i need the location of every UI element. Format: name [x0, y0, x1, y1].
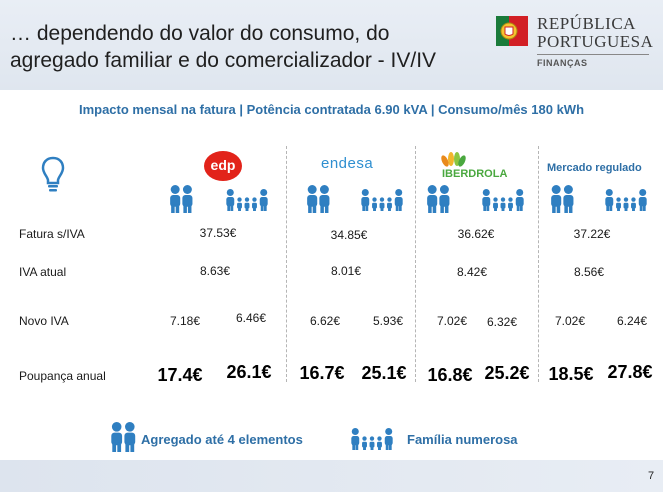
large-family-icon	[225, 189, 269, 216]
large-family-icon	[360, 189, 404, 216]
logo-line-2: PORTUGUESA	[537, 32, 654, 51]
row-label-poupanca: Poupança anual	[19, 369, 106, 383]
iberdrola-logo-text: IBERDROLA	[442, 168, 508, 180]
logo-divider	[537, 54, 649, 55]
page-title: … dependendo do valor do consumo, do agr…	[10, 20, 480, 74]
column-separator	[415, 146, 416, 382]
small-family-icon	[168, 185, 195, 218]
lightbulb-icon	[41, 156, 65, 192]
iberdrola-poupanca-small: 16.8€	[427, 365, 473, 385]
header-band	[0, 0, 663, 90]
coat-of-arms-icon	[496, 16, 528, 46]
regulado-poupanca-large: 27.8€	[607, 362, 653, 382]
legend-large-family-label: Família numerosa	[407, 432, 518, 447]
logo-line-3: FINANÇAS	[537, 58, 588, 68]
row-label-iva-atual: IVA atual	[19, 265, 67, 279]
small-family-icon	[549, 185, 576, 218]
title-line-1: … dependendo do valor do consumo, do	[10, 22, 390, 45]
edp-iva-atual: 8.63€	[199, 264, 231, 278]
edp-novo-iva-large: 6.46€	[235, 311, 267, 325]
large-family-icon	[604, 189, 648, 216]
endesa-poupanca-large: 25.1€	[361, 363, 407, 383]
mercado-regulado-label: Mercado regulado	[547, 162, 642, 174]
small-family-icon	[305, 185, 332, 218]
edp-logo-shape	[204, 151, 242, 181]
page-number: 7	[648, 470, 655, 482]
row-label-novo-iva: Novo IVA	[19, 314, 69, 328]
regulado-novo-iva-large: 6.24€	[616, 314, 648, 328]
column-separator	[538, 146, 539, 382]
edp-fatura: 37.53€	[199, 226, 237, 240]
iberdrola-novo-iva-large: 6.32€	[486, 315, 518, 329]
row-label-fatura: Fatura s/IVA	[19, 227, 85, 241]
edp-poupanca-small: 17.4€	[157, 365, 203, 385]
regulado-fatura: 37.22€	[573, 227, 611, 241]
legend-large-family-icon	[350, 428, 394, 455]
iberdrola-fatura: 36.62€	[457, 227, 495, 241]
iberdrola-leaf-icon	[441, 152, 466, 167]
iberdrola-iva-atual: 8.42€	[456, 265, 488, 279]
iberdrola-poupanca-large: 25.2€	[484, 363, 530, 383]
large-family-icon	[481, 189, 525, 216]
small-family-icon	[425, 185, 452, 218]
legend-small-family-label: Agregado até 4 elementos	[141, 432, 303, 447]
regulado-novo-iva-small: 7.02€	[554, 314, 586, 328]
subtitle: Impacto mensal na fatura | Potência cont…	[78, 102, 585, 117]
edp-poupanca-large: 26.1€	[226, 362, 272, 382]
logo-line-1: REPÚBLICA	[537, 14, 636, 33]
footer-band	[0, 460, 663, 492]
endesa-logo: endesa	[321, 155, 374, 172]
endesa-novo-iva-small: 6.62€	[309, 314, 341, 328]
edp-logo-text: edp	[210, 157, 236, 173]
regulado-iva-atual: 8.56€	[573, 265, 605, 279]
iberdrola-logo: IBERDROLA	[440, 150, 508, 182]
endesa-iva-atual: 8.01€	[330, 264, 362, 278]
endesa-novo-iva-large: 5.93€	[372, 314, 404, 328]
regulado-poupanca-small: 18.5€	[548, 364, 594, 384]
endesa-poupanca-small: 16.7€	[299, 363, 345, 383]
iberdrola-novo-iva-small: 7.02€	[436, 314, 468, 328]
endesa-fatura: 34.85€	[330, 228, 368, 242]
column-separator	[286, 146, 287, 382]
edp-logo: edp	[203, 150, 243, 182]
edp-novo-iva-small: 7.18€	[169, 314, 201, 328]
republica-portuguesa-logo: REPÚBLICA PORTUGUESA FINANÇAS	[494, 12, 654, 74]
legend-small-family-icon	[109, 422, 138, 457]
title-line-2: agregado familiar e do comercializador -…	[10, 49, 437, 72]
